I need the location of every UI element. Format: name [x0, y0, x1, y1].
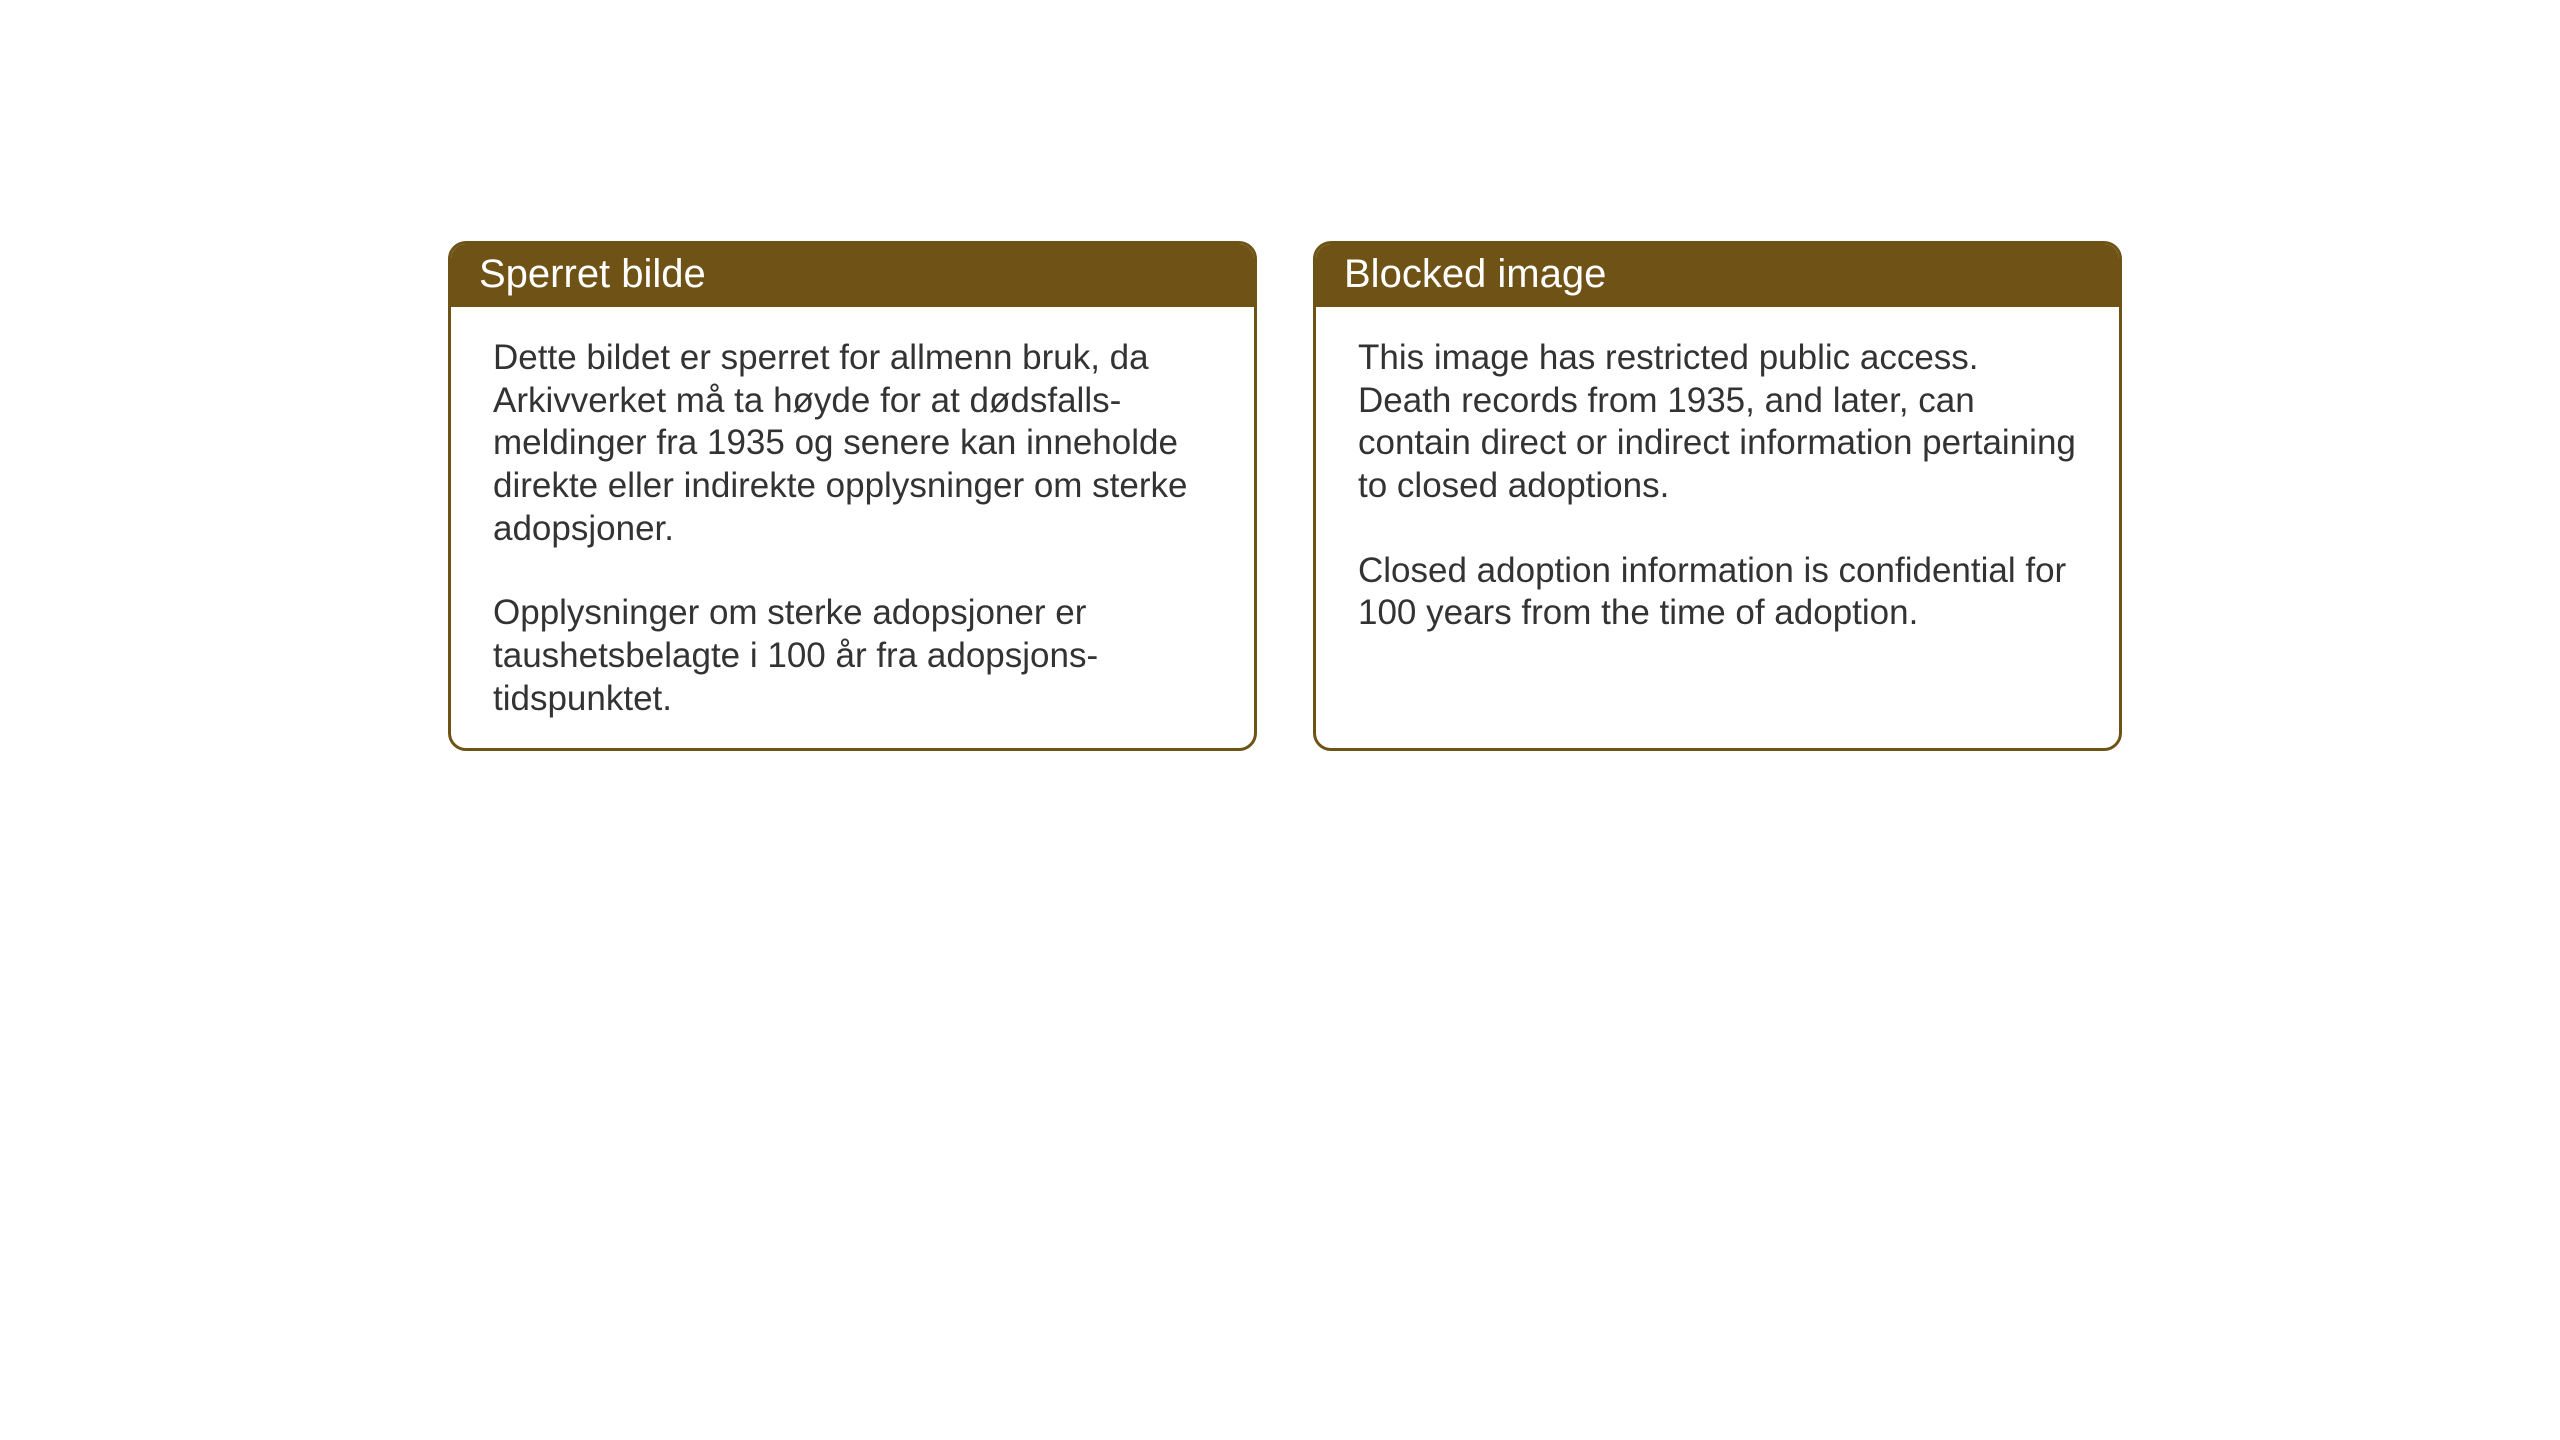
norwegian-paragraph-1: Dette bildet er sperret for allmenn bruk…	[493, 337, 1212, 550]
notice-cards-container: Sperret bilde Dette bildet er sperret fo…	[448, 241, 2122, 751]
norwegian-notice-card: Sperret bilde Dette bildet er sperret fo…	[448, 241, 1257, 751]
english-card-title: Blocked image	[1316, 244, 2119, 307]
norwegian-paragraph-2: Opplysninger om sterke adopsjoner er tau…	[493, 592, 1212, 720]
english-paragraph-1: This image has restricted public access.…	[1358, 337, 2077, 508]
english-card-body: This image has restricted public access.…	[1316, 307, 2119, 675]
english-paragraph-2: Closed adoption information is confident…	[1358, 550, 2077, 635]
norwegian-card-title: Sperret bilde	[451, 244, 1254, 307]
norwegian-card-body: Dette bildet er sperret for allmenn bruk…	[451, 307, 1254, 751]
english-notice-card: Blocked image This image has restricted …	[1313, 241, 2122, 751]
